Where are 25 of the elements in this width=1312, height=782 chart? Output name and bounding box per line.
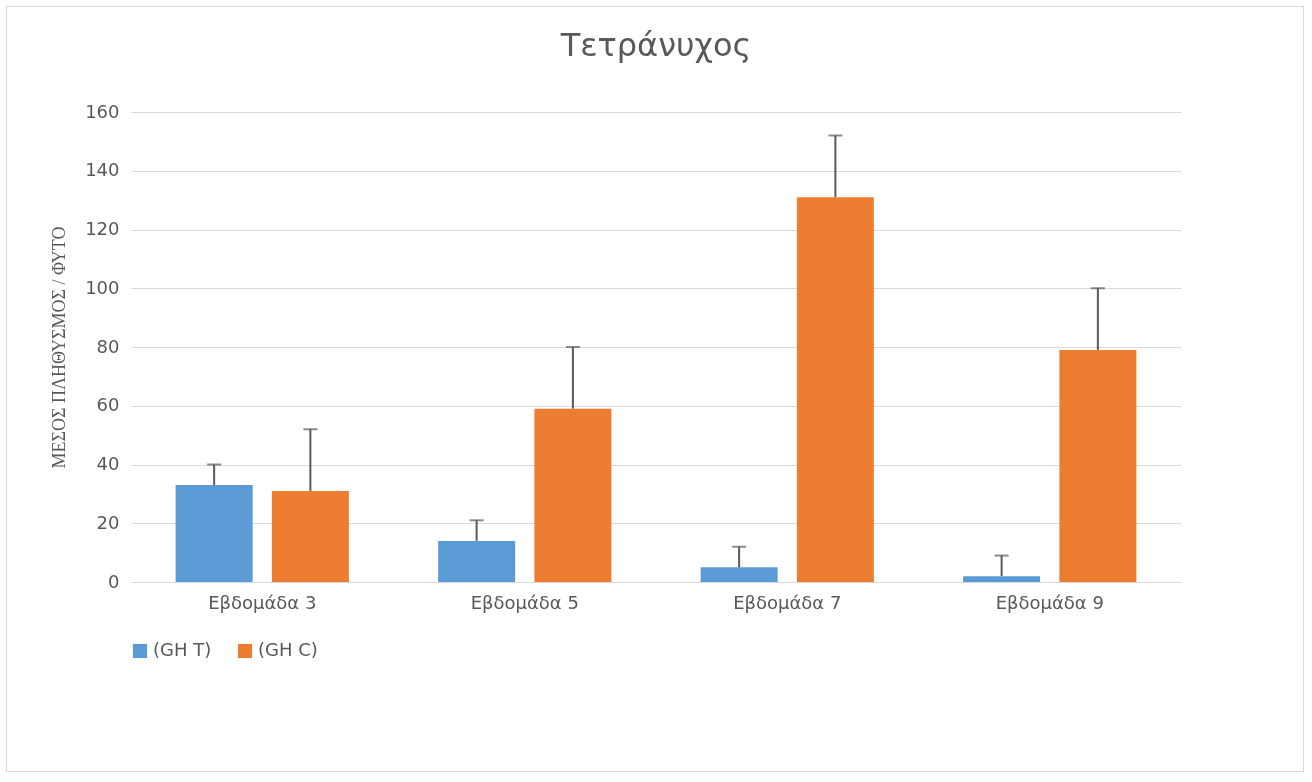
legend-label: (GH C): [258, 639, 318, 660]
y-tick-label: 120: [85, 218, 120, 239]
y-tick-label: 20: [96, 511, 120, 533]
bar: [534, 408, 612, 582]
legend-label: (GH T): [153, 639, 212, 660]
chart-title: Τετράνυχος: [559, 26, 752, 64]
y-tick-label: 40: [96, 453, 120, 474]
bar: [1059, 349, 1137, 582]
bar: [438, 540, 516, 582]
bar: [963, 576, 1041, 582]
y-tick-label: 0: [108, 570, 120, 592]
bar: [796, 197, 874, 582]
y-tick-label: 160: [85, 100, 120, 122]
y-tick-label: 140: [85, 159, 120, 181]
y-tick-label: 80: [96, 335, 120, 357]
y-axis-title: ΜΕΣΟΣ ΠΛΗΘΥΣΜΟΣ / ΦΥΤΟ: [49, 226, 70, 469]
x-tick-label: Εβδομάδα 9: [995, 591, 1104, 613]
y-tick-label: 60: [96, 394, 120, 416]
bar: [700, 567, 778, 582]
bar: [271, 490, 349, 582]
bar: [175, 485, 253, 582]
x-tick-label: Εβδομάδα 3: [208, 591, 317, 613]
x-tick-label: Εβδομάδα 7: [733, 591, 842, 613]
y-tick-label: 100: [85, 276, 120, 298]
x-tick-label: Εβδομάδα 5: [470, 591, 579, 613]
